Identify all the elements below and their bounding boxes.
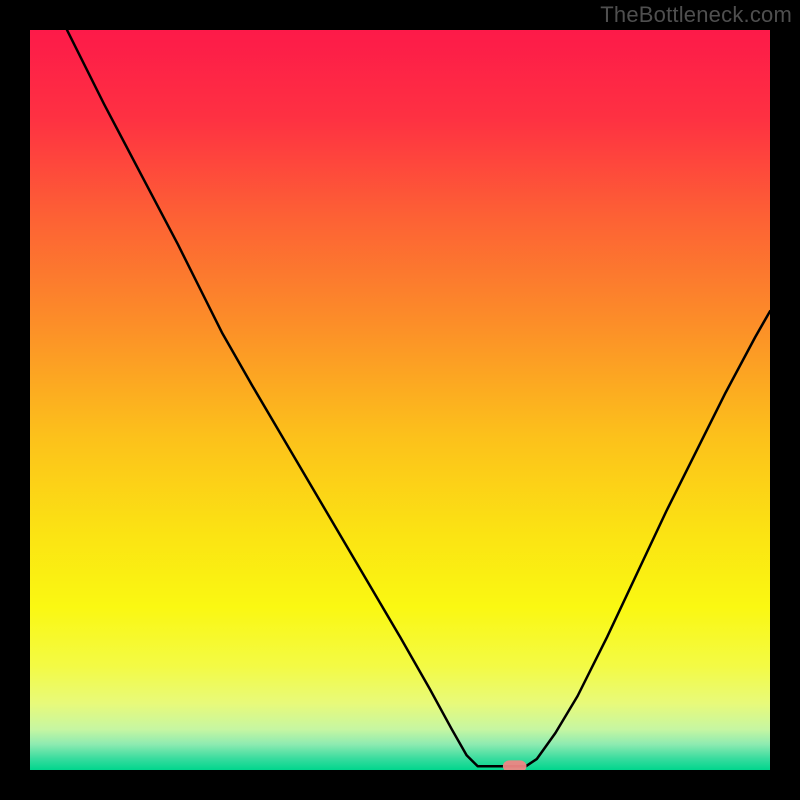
watermark-text: TheBottleneck.com: [600, 2, 792, 28]
root: TheBottleneck.com: [0, 0, 800, 800]
plot-area: [30, 30, 770, 770]
curve-layer: [30, 30, 770, 770]
bottleneck-curve: [67, 30, 770, 766]
optimum-marker: [503, 760, 527, 770]
